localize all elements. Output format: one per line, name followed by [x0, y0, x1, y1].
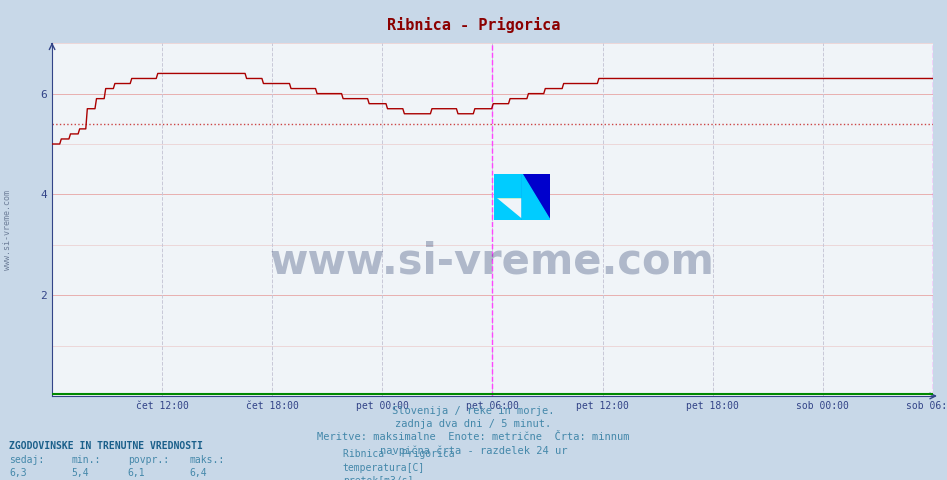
Polygon shape — [494, 197, 522, 220]
Text: Ribnica - Prigorica: Ribnica - Prigorica — [343, 449, 455, 459]
Text: 5,4: 5,4 — [71, 468, 89, 479]
Text: Ribnica - Prigorica: Ribnica - Prigorica — [386, 17, 561, 33]
Text: min.:: min.: — [71, 455, 100, 465]
Text: Slovenija / reke in morje.: Slovenija / reke in morje. — [392, 406, 555, 416]
Text: www.si-vreme.com: www.si-vreme.com — [270, 241, 715, 283]
Text: temperatura[C]: temperatura[C] — [343, 463, 425, 473]
Text: maks.:: maks.: — [189, 455, 224, 465]
Text: sedaj:: sedaj: — [9, 455, 45, 465]
Text: 6,3: 6,3 — [9, 468, 27, 479]
Text: ZGODOVINSKE IN TRENUTNE VREDNOSTI: ZGODOVINSKE IN TRENUTNE VREDNOSTI — [9, 441, 204, 451]
Text: zadnja dva dni / 5 minut.: zadnja dva dni / 5 minut. — [396, 419, 551, 429]
Bar — [522, 174, 550, 220]
Text: www.si-vreme.com: www.si-vreme.com — [3, 191, 12, 270]
Polygon shape — [522, 174, 550, 220]
Text: pretok[m3/s]: pretok[m3/s] — [343, 476, 413, 480]
Text: 6,1: 6,1 — [128, 468, 146, 479]
Text: Meritve: maksimalne  Enote: metrične  Črta: minnum: Meritve: maksimalne Enote: metrične Črta… — [317, 432, 630, 443]
Text: povpr.:: povpr.: — [128, 455, 169, 465]
Text: navpična črta - razdelek 24 ur: navpična črta - razdelek 24 ur — [380, 446, 567, 456]
Polygon shape — [494, 174, 522, 197]
Bar — [494, 174, 522, 197]
Text: 6,4: 6,4 — [189, 468, 207, 479]
